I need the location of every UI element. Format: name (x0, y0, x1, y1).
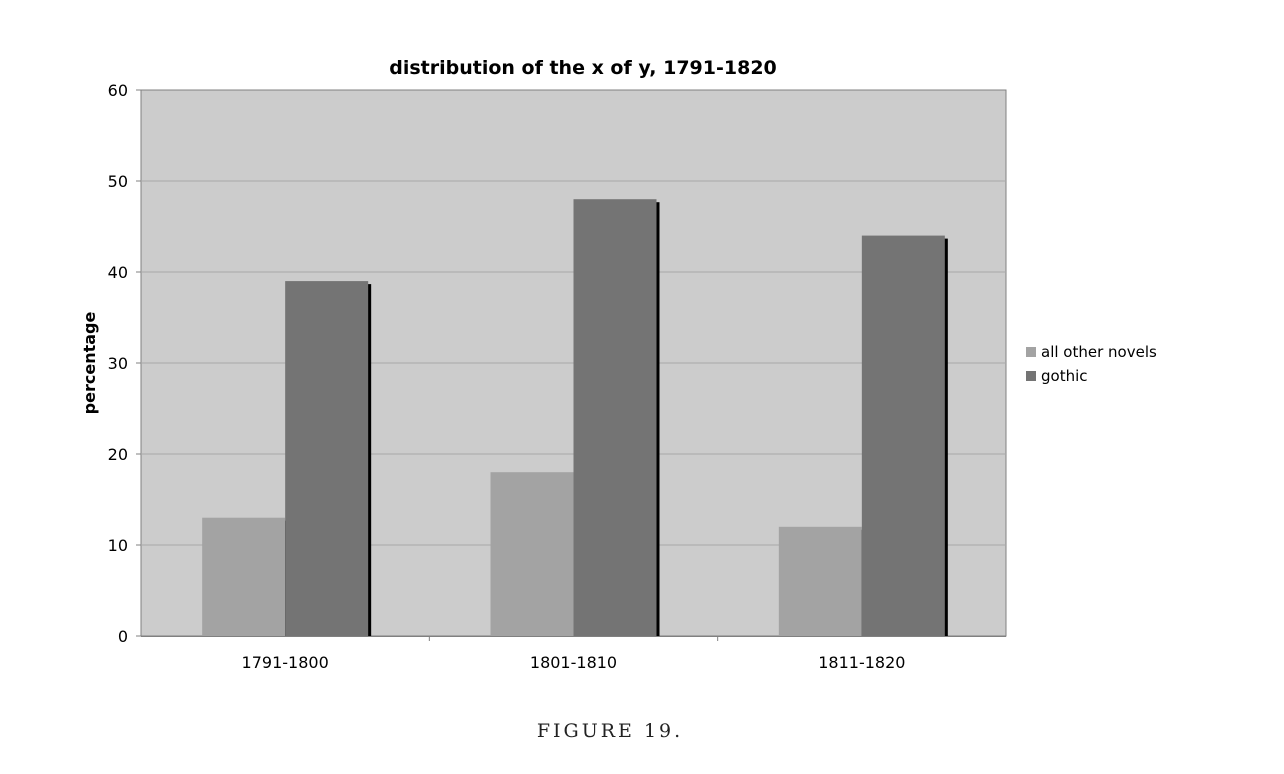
x-tick-label: 1801-1810 (530, 653, 617, 672)
y-tick-label: 10 (108, 536, 128, 555)
bar (573, 199, 657, 636)
legend-label: all other novels (1041, 343, 1157, 361)
legend-swatch (1026, 347, 1036, 357)
y-axis-label: percentage (80, 312, 99, 415)
bar (202, 517, 286, 636)
y-tick-label: 30 (108, 354, 128, 373)
x-tick-label: 1811-1820 (818, 653, 905, 672)
bar (861, 235, 945, 636)
chart-title: distribution of the x of y, 1791-1820 (389, 57, 777, 79)
legend-swatch (1026, 371, 1036, 381)
bar (490, 472, 574, 636)
y-tick-label: 20 (108, 445, 128, 464)
y-tick-labels: 0 10 20 30 40 50 60 (108, 81, 141, 646)
y-tick-label: 0 (118, 627, 128, 646)
y-tick-label: 60 (108, 81, 128, 100)
figure-caption: FIGURE 19. (536, 720, 684, 742)
bar (285, 281, 369, 636)
x-tick-label: 1791-1800 (242, 653, 329, 672)
y-tick-label: 40 (108, 263, 128, 282)
legend: all other novels gothic (1026, 343, 1157, 385)
x-tick-labels: 1791-1800 1801-1810 1811-1820 (242, 636, 905, 672)
legend-label: gothic (1041, 367, 1088, 385)
bars (202, 199, 948, 636)
y-tick-label: 50 (108, 172, 128, 191)
bar (778, 526, 862, 636)
